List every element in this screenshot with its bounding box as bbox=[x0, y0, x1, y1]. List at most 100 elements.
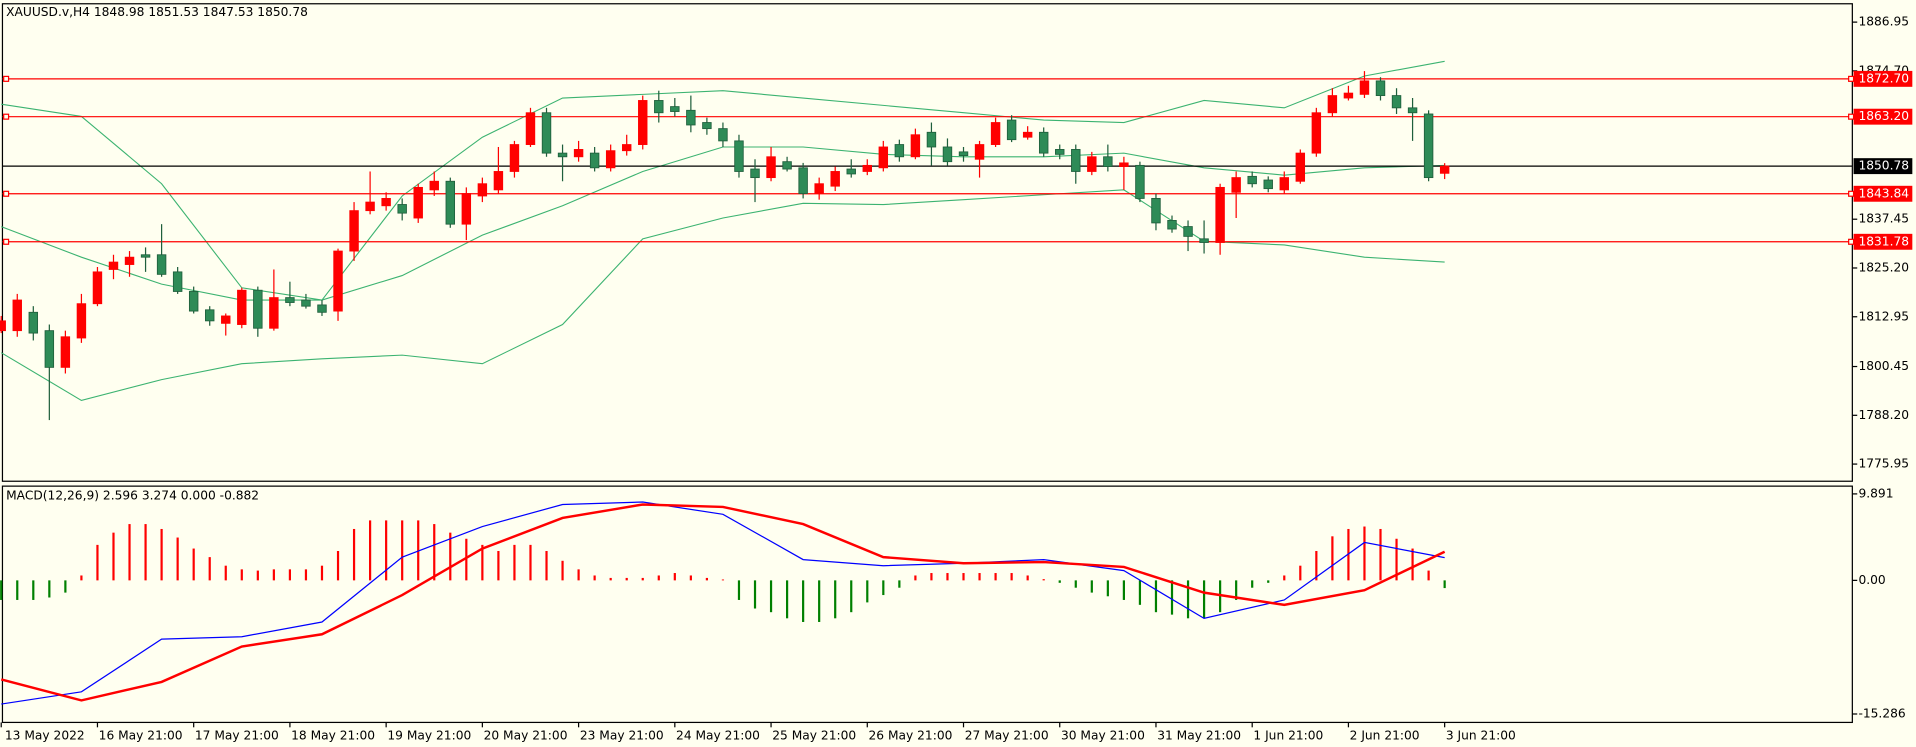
level-handle bbox=[1848, 190, 1855, 197]
candle-body bbox=[654, 100, 664, 114]
x-tick-label: 20 May 21:00 bbox=[484, 728, 568, 742]
y-tick-label: 1788.20 bbox=[1858, 408, 1909, 422]
x-tick-label: 18 May 21:00 bbox=[291, 728, 375, 742]
candle-body bbox=[397, 204, 407, 214]
bollinger-band bbox=[1, 60, 1445, 301]
candle-body bbox=[990, 122, 1001, 145]
level-handle bbox=[3, 238, 10, 245]
candle-body bbox=[1359, 80, 1370, 95]
y-tick-label: -15.286 bbox=[1858, 706, 1905, 720]
candle-body bbox=[1215, 186, 1225, 243]
candle-body bbox=[1006, 119, 1017, 141]
x-tick-label: 3 Jun 21:00 bbox=[1446, 728, 1516, 742]
macd-title: MACD(12,26,9) 2.596 3.274 0.000 -0.882 bbox=[6, 488, 259, 502]
candle-body bbox=[493, 171, 504, 191]
y-tick-label: 9.891 bbox=[1858, 486, 1893, 500]
candle-body bbox=[573, 149, 584, 158]
candle-body bbox=[1439, 165, 1450, 174]
candle-body bbox=[1087, 156, 1097, 172]
level-label: 1863.20 bbox=[1858, 109, 1909, 123]
candle-body bbox=[333, 250, 343, 312]
candle-body bbox=[1231, 177, 1241, 193]
candle-body bbox=[205, 309, 215, 322]
x-tick-label: 17 May 21:00 bbox=[195, 728, 279, 742]
candle-body bbox=[846, 168, 856, 175]
candle-body bbox=[1375, 80, 1386, 97]
candle-body bbox=[830, 171, 840, 187]
chart-title: XAUUSD.v,H4 1848.98 1851.53 1847.53 1850… bbox=[6, 5, 308, 19]
candle-body bbox=[541, 112, 552, 154]
candle-body bbox=[349, 210, 359, 252]
level-label: 1872.70 bbox=[1858, 71, 1909, 85]
candle-body bbox=[509, 144, 520, 172]
candle-body bbox=[605, 150, 616, 169]
candle-body bbox=[461, 193, 472, 225]
candle-body bbox=[221, 315, 231, 324]
candle-body bbox=[1327, 95, 1338, 114]
x-tick-label: 13 May 2022 bbox=[5, 728, 85, 742]
candle-body bbox=[381, 197, 391, 207]
candle-body bbox=[1055, 149, 1065, 155]
candle-body bbox=[1311, 112, 1322, 154]
level-handle bbox=[3, 190, 10, 197]
candle-body bbox=[750, 168, 760, 179]
candle-body bbox=[702, 122, 712, 130]
candle-body bbox=[429, 180, 439, 191]
level-handle bbox=[1848, 113, 1855, 120]
candle-body bbox=[1119, 162, 1129, 168]
candle-body bbox=[156, 254, 167, 275]
level-label: 1843.84 bbox=[1858, 186, 1909, 200]
candle-body bbox=[942, 146, 953, 163]
y-tick-label: 1837.45 bbox=[1858, 212, 1909, 226]
candle-body bbox=[1407, 107, 1418, 114]
candle-body bbox=[301, 299, 311, 307]
candle-body bbox=[445, 180, 456, 225]
candle-body bbox=[365, 201, 375, 212]
candle-body bbox=[1151, 197, 1161, 224]
candle-body bbox=[766, 156, 776, 179]
candle-body bbox=[1103, 156, 1113, 168]
candle-body bbox=[477, 183, 488, 197]
candle-body bbox=[28, 311, 39, 334]
x-tick-label: 26 May 21:00 bbox=[869, 728, 953, 742]
candle-body bbox=[525, 112, 536, 145]
current-price-label: 1850.78 bbox=[1858, 159, 1909, 173]
candle-body bbox=[1071, 149, 1081, 172]
candle-body bbox=[92, 271, 103, 305]
candle-body bbox=[237, 289, 247, 325]
candle-body bbox=[60, 336, 71, 368]
candle-body bbox=[910, 134, 921, 158]
candle-body bbox=[621, 144, 632, 152]
x-tick-label: 30 May 21:00 bbox=[1061, 728, 1145, 742]
candle-body bbox=[76, 303, 87, 339]
candle-body bbox=[958, 151, 969, 157]
y-tick-label: 1812.95 bbox=[1858, 309, 1909, 323]
candle-body bbox=[1423, 113, 1434, 179]
candle-body bbox=[798, 167, 808, 194]
level-label: 1831.78 bbox=[1858, 234, 1909, 248]
candle-body bbox=[413, 186, 423, 219]
x-tick-label: 24 May 21:00 bbox=[676, 728, 760, 742]
candle-body bbox=[44, 330, 55, 368]
x-tick-label: 31 May 21:00 bbox=[1157, 728, 1241, 742]
y-tick-label: 1775.95 bbox=[1858, 457, 1909, 471]
candle-body bbox=[589, 152, 600, 169]
candle-body bbox=[188, 291, 199, 312]
candle-body bbox=[1022, 131, 1033, 138]
y-tick-label: 0.00 bbox=[1858, 573, 1885, 587]
candle-body bbox=[12, 299, 22, 332]
candle-body bbox=[974, 144, 985, 160]
y-tick-label: 1886.95 bbox=[1858, 15, 1909, 29]
x-tick-label: 27 May 21:00 bbox=[965, 728, 1049, 742]
candle-body bbox=[1391, 95, 1402, 109]
candle-body bbox=[894, 144, 905, 158]
candle-body bbox=[878, 146, 889, 169]
candle-body bbox=[1247, 175, 1257, 185]
candle-body bbox=[1167, 220, 1177, 230]
x-tick-label: 19 May 21:00 bbox=[387, 728, 471, 742]
candle-body bbox=[1135, 164, 1145, 199]
candle-body bbox=[1343, 92, 1354, 99]
candle-body bbox=[926, 131, 937, 148]
